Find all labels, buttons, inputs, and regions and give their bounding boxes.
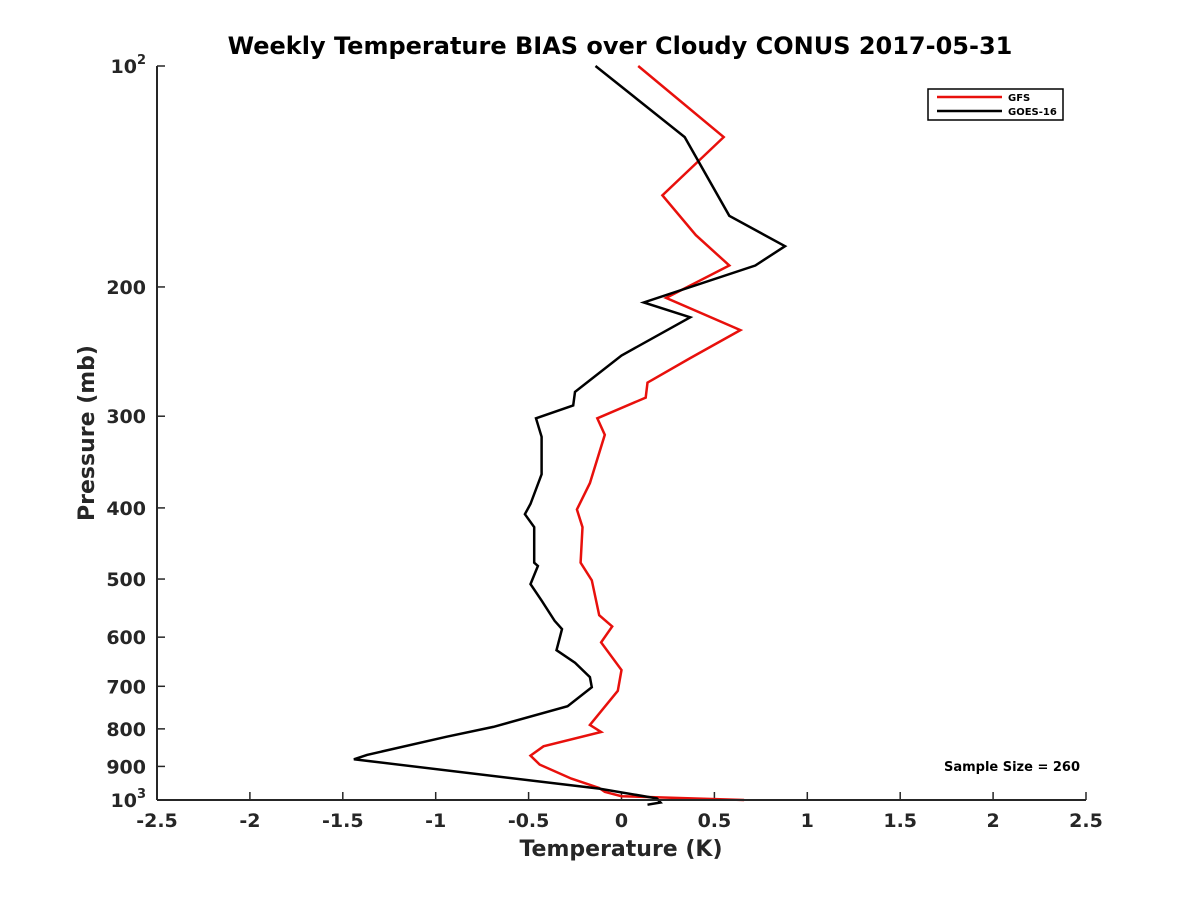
y-tick-label: 800 [106,719,146,741]
x-tick-label: 2.5 [1069,810,1103,832]
x-tick-label: 1.5 [883,810,917,832]
axis-ticks: -2.5 -2 -1.5 -1 -0.5 0 0.5 1 1.5 2 2.5102200300400… [106,53,1103,832]
y-tick-label: 900 [106,756,146,778]
legend-box [927,88,1064,121]
y-tick-label: 600 [106,627,146,649]
x-tick-label: -0.5 [508,810,550,832]
x-tick-label: 0 [615,810,628,832]
series-layer [353,65,788,806]
x-tick-label: -2.5 [136,810,178,832]
y-tick-label: 400 [106,498,146,520]
chart-title: Weekly Temperature BIAS over Cloudy CONU… [228,32,1013,60]
x-tick-label: -1 [425,810,446,832]
x-tick-label: -1.5 [322,810,364,832]
x-tick-label: 2 [986,810,999,832]
legend: GFS GOES-16 [927,88,1064,121]
y-axis-label: Pressure (mb) [75,345,100,521]
legend-label-gfs: GFS [1008,93,1030,104]
series-line-goes16 [353,65,788,806]
x-tick-label: 0.5 [698,810,732,832]
sample-size-annotation: Sample Size = 260 [944,760,1080,775]
x-tick-label: -2 [239,810,260,832]
x-axis-label: Temperature (K) [519,837,722,862]
series-line-gfs [528,65,745,802]
y-tick-label: 700 [106,676,146,698]
y-tick-label: 500 [106,569,146,591]
y-tick-label: 300 [106,406,146,428]
y-tick-label: 200 [106,277,146,299]
legend-label-goes16: GOES-16 [1008,107,1057,118]
x-tick-label: 1 [801,810,814,832]
